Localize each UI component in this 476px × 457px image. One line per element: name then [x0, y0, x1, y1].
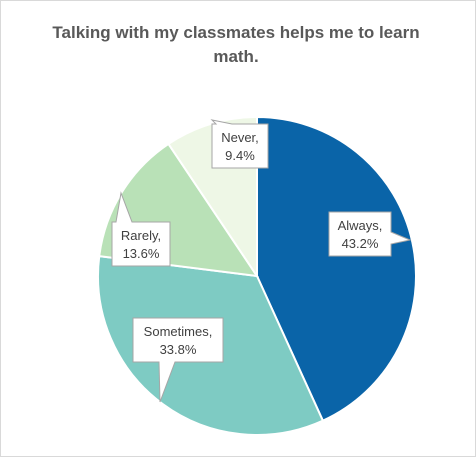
category-label: Never, [221, 130, 259, 145]
category-label: Always, [338, 218, 383, 233]
value-label: 13.6% [123, 246, 160, 261]
category-label: Sometimes, [144, 324, 213, 339]
value-label: 43.2% [342, 236, 379, 251]
value-label: 9.4% [225, 148, 255, 163]
data-label-never: Never, 9.4% [212, 120, 268, 168]
value-label: 33.8% [160, 342, 197, 357]
category-label: Rarely, [121, 228, 161, 243]
